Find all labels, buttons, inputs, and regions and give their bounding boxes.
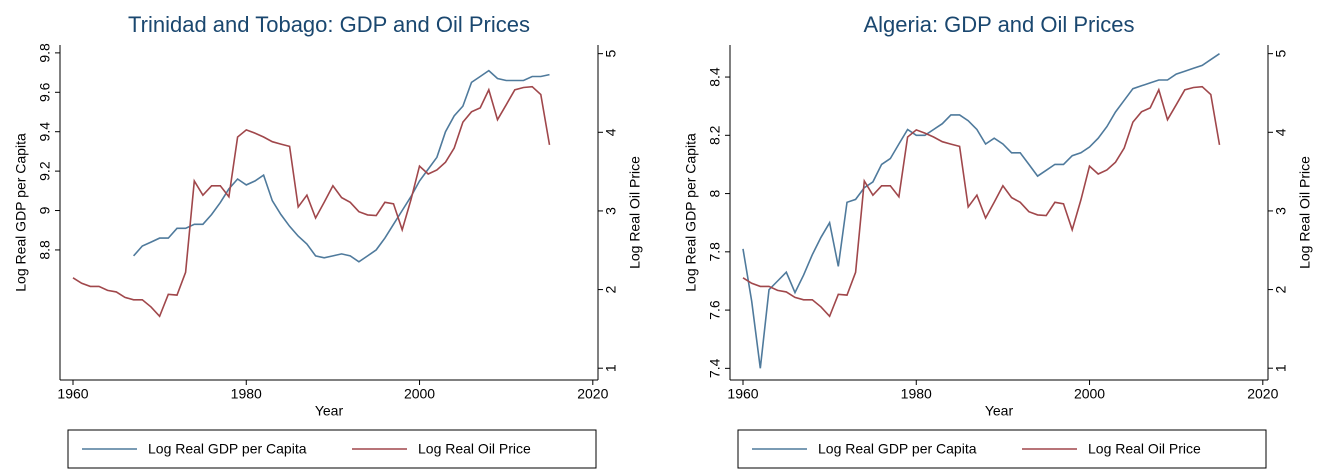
- y-axis-label: Log Real GDP per Capita: [13, 133, 29, 292]
- y-tick-label: 8: [707, 189, 723, 197]
- legend-label: Log Real GDP per Capita: [818, 441, 977, 457]
- y-tick-label: 7.8: [707, 242, 723, 262]
- y-tick-label: 9.4: [37, 122, 53, 142]
- x-axis-label: Year: [985, 403, 1014, 419]
- legend-box: [737, 429, 1267, 469]
- y2-tick-label: 3: [603, 207, 619, 215]
- x-tick-label: 1980: [231, 386, 262, 402]
- x-tick-label: 2020: [1247, 386, 1278, 402]
- x-tick-label: 2020: [577, 386, 608, 402]
- y2-axis-label: Log Real Oil Price: [1297, 156, 1313, 269]
- chart: Trinidad and Tobago: GDP and Oil Prices 1…: [13, 12, 643, 469]
- x-tick-label: 2000: [1074, 386, 1105, 402]
- y-tick-label: 9.2: [37, 161, 53, 181]
- x-tick-label: 1980: [901, 386, 932, 402]
- y2-tick-label: 2: [1273, 285, 1289, 293]
- legend-box: [67, 429, 597, 469]
- legend-label: Log Real Oil Price: [418, 441, 531, 457]
- y-tick-label: 9.8: [37, 43, 53, 63]
- chart-title: Algeria: GDP and Oil Prices: [863, 12, 1134, 37]
- x-tick-label: 2000: [404, 386, 435, 402]
- y-tick-label: 7.4: [707, 358, 723, 378]
- y2-tick-label: 4: [603, 128, 619, 136]
- y2-tick-label: 1: [603, 364, 619, 372]
- y-tick-label: 8.8: [37, 240, 53, 260]
- y-tick-label: 8.4: [707, 67, 723, 87]
- y2-tick-label: 4: [1273, 128, 1289, 136]
- chart-title: Trinidad and Tobago: GDP and Oil Prices: [128, 12, 530, 37]
- y-tick-label: 9.6: [37, 82, 53, 102]
- y2-tick-label: 2: [603, 285, 619, 293]
- y-axis-label: Log Real GDP per Capita: [683, 133, 699, 292]
- y2-tick-label: 5: [1273, 50, 1289, 58]
- x-tick-label: 1960: [727, 386, 758, 402]
- x-tick-label: 1960: [57, 386, 88, 402]
- y-tick-label: 8.2: [707, 125, 723, 145]
- data-line: [742, 53, 1220, 369]
- data-line: [132, 69, 550, 263]
- data-line: [72, 85, 551, 318]
- x-axis-label: Year: [315, 403, 344, 419]
- y2-tick-label: 3: [1273, 207, 1289, 215]
- data-line: [742, 85, 1221, 318]
- chart: Algeria: GDP and Oil Prices 1960 1980 2000 2…: [683, 12, 1313, 469]
- y2-tick-label: 5: [603, 50, 619, 58]
- y-tick-label: 7.6: [707, 300, 723, 320]
- y-tick-label: 9: [37, 206, 53, 214]
- legend-label: Log Real Oil Price: [1088, 441, 1201, 457]
- y2-tick-label: 1: [1273, 364, 1289, 372]
- y2-axis-label: Log Real Oil Price: [627, 156, 643, 269]
- legend-label: Log Real GDP per Capita: [148, 441, 307, 457]
